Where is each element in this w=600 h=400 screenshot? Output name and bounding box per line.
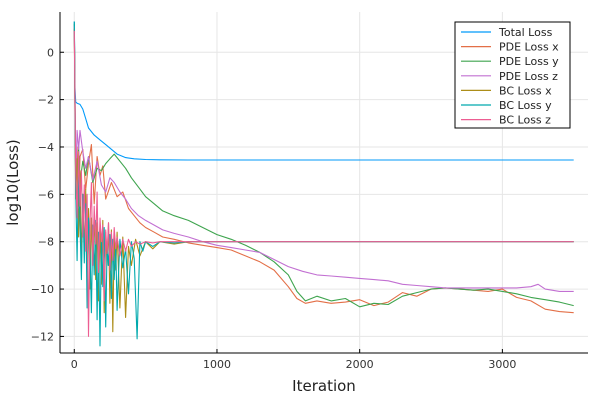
series-layer [73,21,574,347]
series-line-pde-loss-z [73,26,574,292]
legend-label: BC Loss z [499,114,551,127]
series-line-pde-loss-y [73,23,574,308]
x-tick-label: 1000 [203,358,231,371]
y-tick-label: −2 [38,94,54,107]
x-tick-label: 2000 [346,358,374,371]
series-line-total-loss [73,21,574,161]
axes [59,12,588,354]
y-tick-label: −10 [31,283,54,296]
legend-box [454,21,571,129]
legend-label: PDE Loss z [499,70,558,83]
x-axis-label: Iteration [292,377,356,395]
ticks: 0 1000 2000 3000 0 −2 −4 −6 −8 −10 −12 [31,46,517,371]
x-tick-label: 0 [71,358,78,371]
series-line-bc-loss-z [73,30,574,337]
legend-label: PDE Loss x [499,41,559,54]
y-tick-label: −4 [38,141,54,154]
y-tick-label: −8 [38,236,54,249]
y-tick-label: −12 [31,330,54,343]
legend-label: BC Loss x [499,84,552,97]
y-tick-label: −6 [38,188,54,201]
legend-label: BC Loss y [499,99,552,112]
y-axis-label: log10(Loss) [4,139,22,226]
y-tick-label: 0 [47,46,54,59]
x-tick-label: 3000 [488,358,516,371]
legend-label: Total Loss [498,26,553,39]
legend-label: PDE Loss y [499,55,559,68]
